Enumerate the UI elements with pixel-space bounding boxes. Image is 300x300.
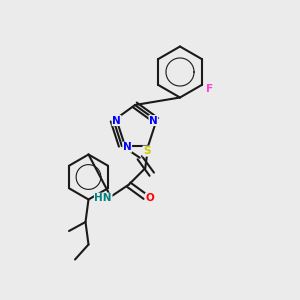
Text: HN: HN xyxy=(94,193,112,203)
Text: S: S xyxy=(143,146,151,156)
Text: N: N xyxy=(149,116,158,125)
Text: N: N xyxy=(112,116,121,125)
Text: F: F xyxy=(206,84,213,94)
Text: O: O xyxy=(146,193,154,203)
Text: N: N xyxy=(123,142,131,152)
